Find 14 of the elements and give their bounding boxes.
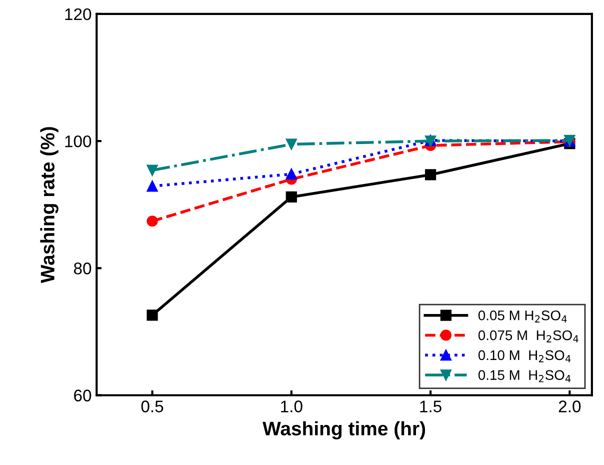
x-tick-label: 0.5	[141, 400, 164, 412]
x-tick-label: 1.0	[281, 400, 302, 412]
y-tick-label: 80	[74, 262, 92, 274]
y-tick-label: 60	[74, 390, 92, 402]
legend-label: 0.05 M H$_{2}$SO$_{4}$	[478, 310, 567, 322]
y-tick-label: 100	[65, 135, 92, 148]
y-axis-title: Washing rate (%)	[40, 127, 58, 284]
x-tick-label: 1.5	[420, 400, 442, 412]
x-axis-title: Washing time (hr)	[262, 421, 426, 440]
legend-label: 0.15 M H$_{2}$SO$_{4}$	[478, 370, 571, 382]
legend-label: 0.075 M H$_{2}$SO$_{4}$	[478, 330, 578, 342]
x-tick-label: 2.0	[558, 400, 581, 412]
y-tick-label: 120	[65, 8, 92, 20]
legend-label: 0.10 M H$_{2}$SO$_{4}$	[478, 350, 571, 362]
